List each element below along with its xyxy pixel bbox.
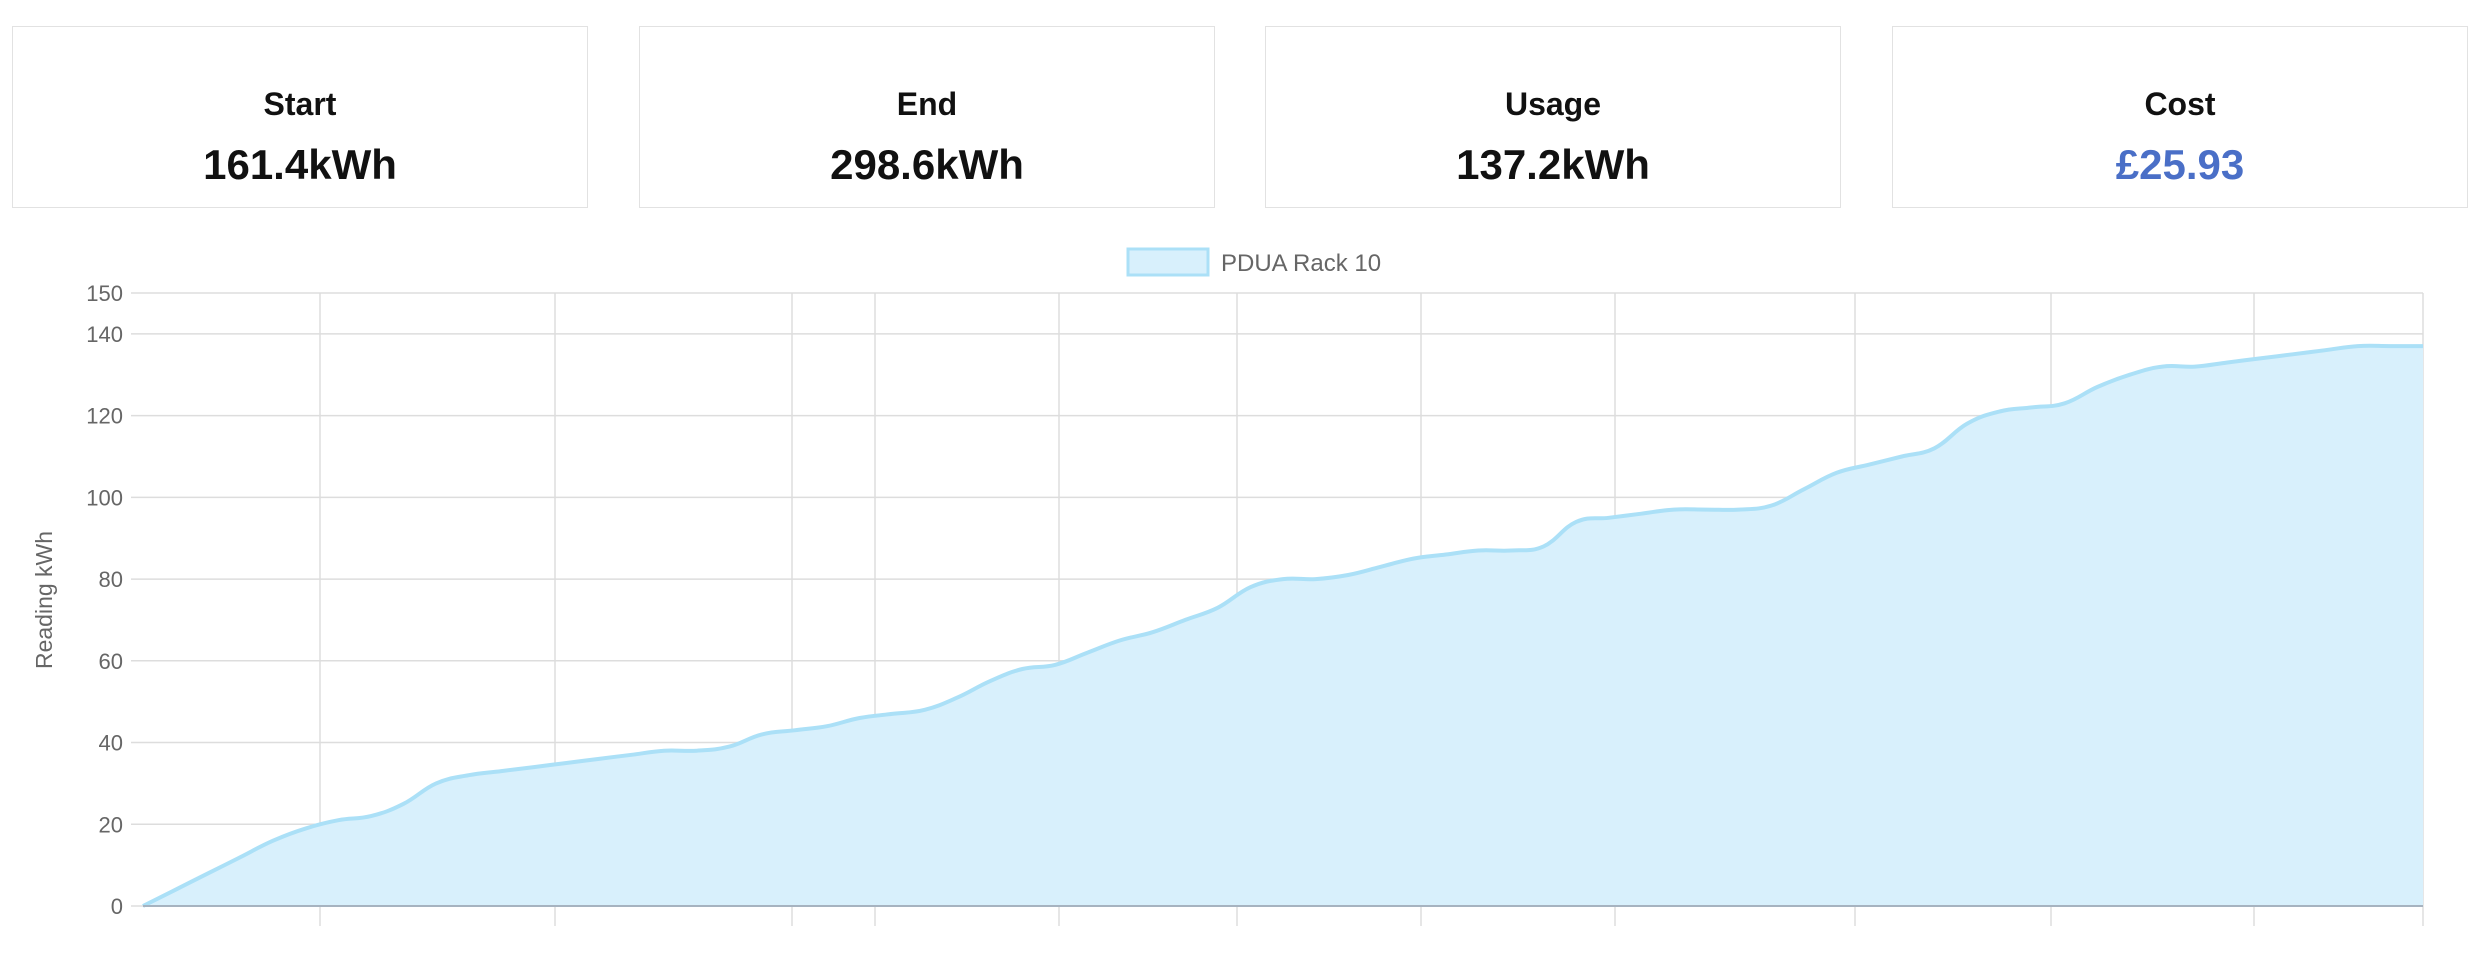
card-start-title: Start <box>263 86 337 122</box>
y-tick-label-60: 60 <box>99 649 123 674</box>
card-end-title: End <box>896 86 958 122</box>
card-end-value: 298.6kWh <box>830 141 1024 188</box>
chart-legend[interactable]: PDUA Rack 10 <box>1126 247 1381 277</box>
y-tick-label-40: 40 <box>99 731 123 756</box>
y-tick-label-80: 80 <box>99 567 123 592</box>
y-tick-label-140: 140 <box>86 322 123 347</box>
card-cost-value: £25.93 <box>2115 141 2245 188</box>
card-start: Start 161.4kWh <box>12 26 588 208</box>
card-cost: Cost £25.93 <box>1892 26 2468 208</box>
legend-label: PDUA Rack 10 <box>1221 250 1381 277</box>
card-cost-title: Cost <box>2144 86 2216 122</box>
summary-cards: Start 161.4kWh End 298.6kWh Usage 137.2k… <box>0 0 2483 215</box>
series-area-fill <box>143 345 2423 906</box>
y-tick-label-20: 20 <box>99 812 123 837</box>
card-end: End 298.6kWh <box>639 26 1215 208</box>
y-axis-title: Reading kWh <box>31 531 57 669</box>
usage-area-chart: 0 20 40 60 80 100 120 140 150 PDUA Rack 10 Readi… <box>31 247 2424 926</box>
card-usage-value: 137.2kWh <box>1456 141 1650 188</box>
card-usage-title: Usage <box>1504 86 1602 122</box>
y-tick-label-0: 0 <box>111 894 123 919</box>
y-tick-label-120: 120 <box>86 404 123 429</box>
y-tick-label-100: 100 <box>86 485 123 510</box>
y-tick-label-150: 150 <box>86 281 123 306</box>
card-usage: Usage 137.2kWh <box>1265 26 1841 208</box>
legend-swatch <box>1126 247 1210 277</box>
series-line <box>142 343 2424 908</box>
card-start-value: 161.4kWh <box>203 141 397 188</box>
chart-y-tick-labels: 0 20 40 60 80 100 120 140 150 <box>86 281 123 919</box>
